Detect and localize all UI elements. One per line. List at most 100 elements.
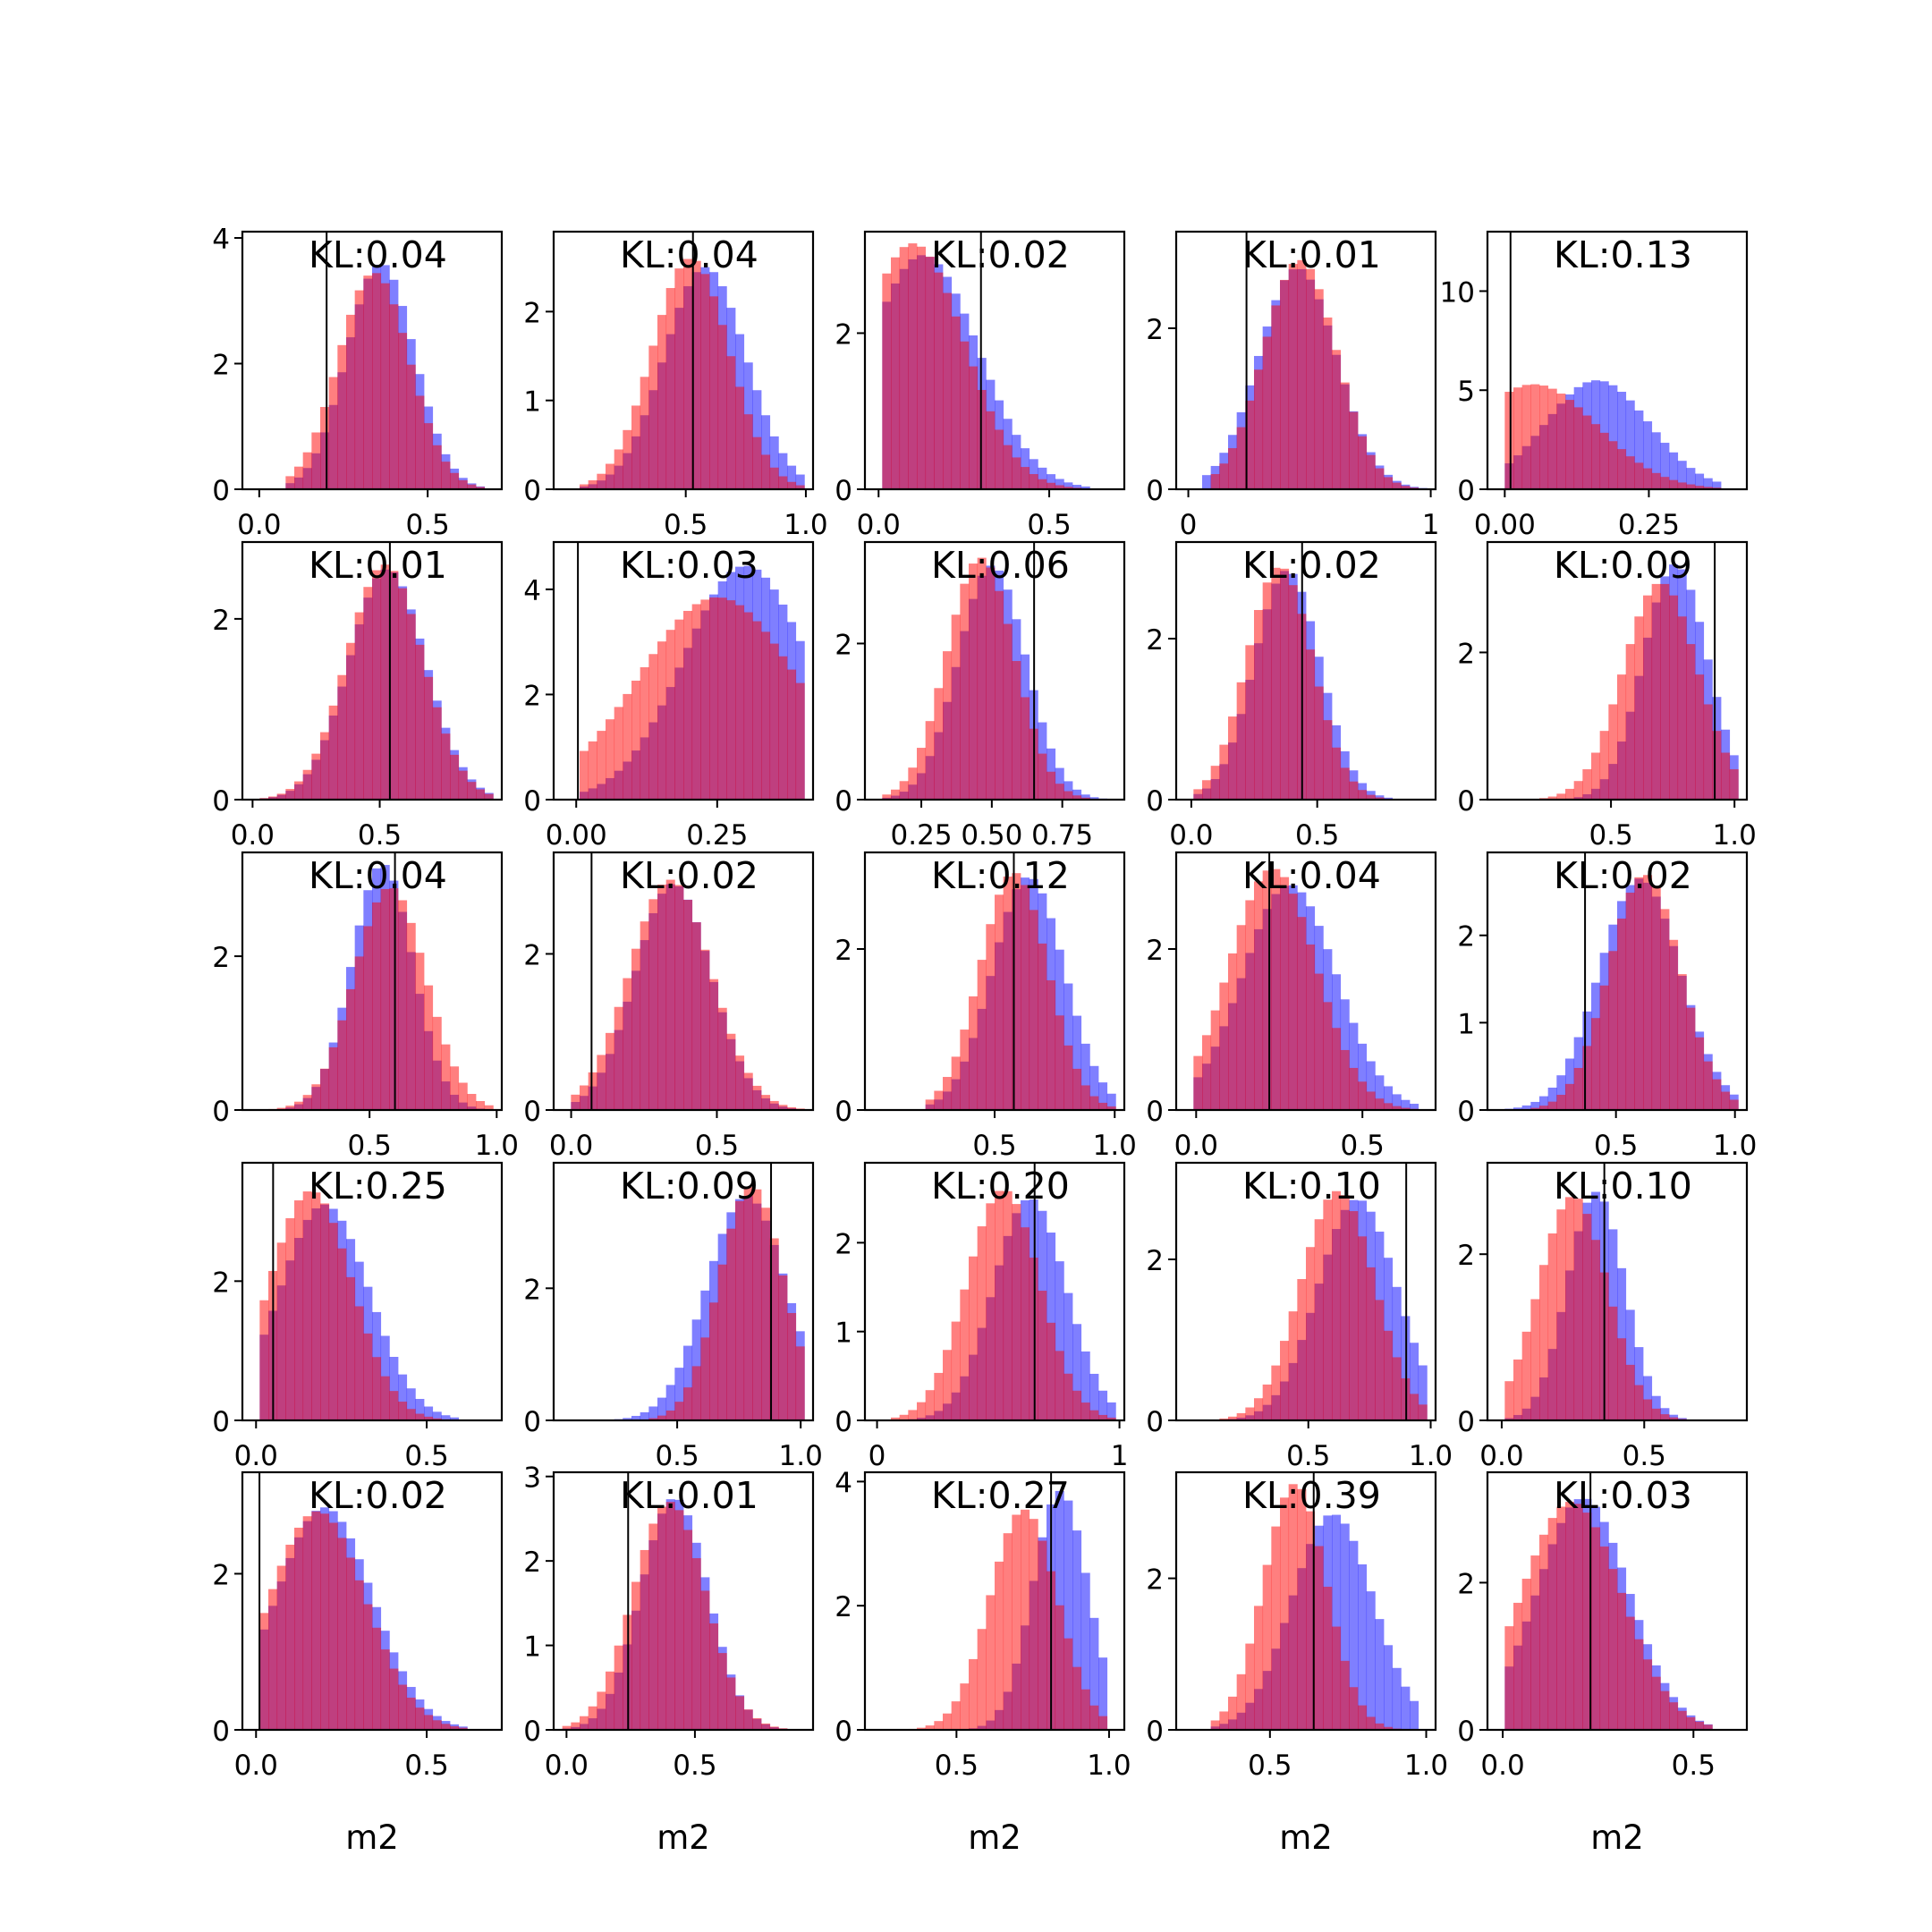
bar-blue-23 <box>1375 1075 1385 1110</box>
y-tick-label-0: 0 <box>835 1406 852 1438</box>
bar-red-9 <box>631 1581 641 1730</box>
bar-red-6 <box>606 463 615 489</box>
bar-red-10 <box>640 921 649 1110</box>
x-axis-label-col-5: m2 <box>1590 1818 1644 1857</box>
bar-red-4 <box>276 1107 286 1110</box>
y-tick-label-1: 2 <box>1457 1240 1475 1272</box>
bar-red-6 <box>1539 1534 1549 1730</box>
bar-red-7 <box>614 1645 623 1730</box>
bar-red-9 <box>320 1068 330 1110</box>
axes-frame <box>1486 851 1749 1112</box>
bar-red-12 <box>1280 1497 1290 1730</box>
bar-red-8 <box>1245 1643 1255 1730</box>
kl-annotation: KL:0.04 <box>620 233 758 276</box>
bar-red-11 <box>648 345 658 489</box>
bar-red-14 <box>1297 1279 1307 1420</box>
bar-red-15 <box>683 900 693 1110</box>
bar-blue-20 <box>1038 467 1047 489</box>
bar-blue-26 <box>1089 1373 1099 1420</box>
bar-red-9 <box>943 1713 953 1730</box>
bar-red-18 <box>398 333 408 489</box>
axes-frame <box>552 1161 815 1422</box>
bar-red-25 <box>1080 1402 1090 1420</box>
histogram-bars <box>1504 1191 1713 1420</box>
bar-red-25 <box>458 479 468 489</box>
bar-red-7 <box>302 1095 312 1110</box>
bar-red-14 <box>986 1595 996 1730</box>
bar-red-11 <box>960 341 970 489</box>
bar-red-19 <box>1029 1519 1038 1730</box>
bar-red-17 <box>1634 462 1644 489</box>
histogram-bars <box>1202 259 1428 489</box>
y-tick-label-1: 2 <box>835 1591 852 1623</box>
bar-blue-3 <box>1202 475 1212 489</box>
histogram-bars <box>562 1499 797 1730</box>
bar-red-15 <box>1617 1592 1627 1730</box>
axes-frame <box>552 540 815 801</box>
bar-red-25 <box>458 1727 468 1730</box>
x-tick-label-1: 1.0 <box>779 1440 823 1472</box>
bar-red-14 <box>986 411 996 489</box>
bar-red-24 <box>1695 1721 1705 1730</box>
bar-red-19 <box>1651 583 1661 800</box>
y-tick-label-1: 2 <box>212 942 230 974</box>
bar-red-17 <box>700 599 710 800</box>
bar-red-26 <box>778 656 788 800</box>
kl-annotation: KL:0.39 <box>1242 1474 1381 1517</box>
axes-frame <box>241 230 504 491</box>
bar-red-17 <box>1323 1199 1333 1420</box>
axes-frame <box>241 851 504 1112</box>
axes-frame <box>863 1470 1126 1732</box>
bar-red-6 <box>917 1727 927 1730</box>
bar-red-11 <box>1582 415 1592 489</box>
bar-red-24 <box>1384 1330 1394 1420</box>
bar-blue-8 <box>623 1418 632 1420</box>
bar-blue-21 <box>1358 1043 1368 1110</box>
subplot-r3-c2: KL:0.02 0 2 0.0 0.5 <box>523 851 815 1162</box>
y-tick-label-1: 2 <box>835 935 852 967</box>
bar-blue-18 <box>1643 421 1653 489</box>
bar-blue-25 <box>1392 1286 1402 1420</box>
bar-red-6 <box>1228 1416 1238 1420</box>
bar-red-21 <box>424 1416 434 1420</box>
bar-red-14 <box>1608 1569 1618 1730</box>
bar-red-19 <box>717 1653 727 1730</box>
bar-red-18 <box>398 1402 408 1420</box>
bar-red-7 <box>925 1390 935 1420</box>
bar-red-22 <box>743 1187 753 1420</box>
x-tick-label-0: 0.0 <box>231 819 275 852</box>
bar-blue-25 <box>1080 486 1090 489</box>
bar-blue-27 <box>1098 1657 1108 1730</box>
bar-red-26 <box>1712 731 1722 800</box>
bar-blue-23 <box>1063 1292 1073 1420</box>
histogram-bars <box>1496 564 1739 800</box>
bar-red-21 <box>1669 595 1679 800</box>
y-tick-label-1: 2 <box>523 939 541 971</box>
x-tick-label-1: 0.5 <box>1341 1130 1385 1162</box>
bar-red-15 <box>1617 1338 1627 1420</box>
x-axis-label-col-4: m2 <box>1279 1818 1333 1857</box>
bar-red-16 <box>1625 644 1635 800</box>
bar-red-17 <box>1323 720 1333 800</box>
bar-red-6 <box>606 1671 615 1730</box>
bar-red-17 <box>1012 1514 1021 1730</box>
bar-red-7 <box>1547 1233 1557 1420</box>
bar-red-12 <box>1280 1341 1290 1420</box>
bar-red-20 <box>1038 1291 1047 1420</box>
bar-red-14 <box>1297 917 1307 1110</box>
bar-red-21 <box>424 1715 434 1730</box>
bar-red-18 <box>1021 467 1030 489</box>
bar-red-4 <box>1210 474 1220 489</box>
y-tick-label-0: 0 <box>1457 785 1475 818</box>
subplot-r2-c5: KL:0.09 0 2 0.5 1.0 <box>1457 540 1757 852</box>
bar-red-11 <box>1582 1214 1592 1420</box>
bar-red-23 <box>441 1044 451 1110</box>
bar-red-8 <box>934 1090 944 1110</box>
x-axis-label-col-2: m2 <box>657 1818 710 1857</box>
bar-red-7 <box>614 449 623 489</box>
bar-red-12 <box>346 314 356 489</box>
bar-blue-27 <box>1410 1700 1419 1730</box>
bar-blue-5 <box>1530 1101 1540 1110</box>
bar-red-10 <box>1573 1199 1583 1420</box>
bar-blue-24 <box>1072 1324 1082 1420</box>
